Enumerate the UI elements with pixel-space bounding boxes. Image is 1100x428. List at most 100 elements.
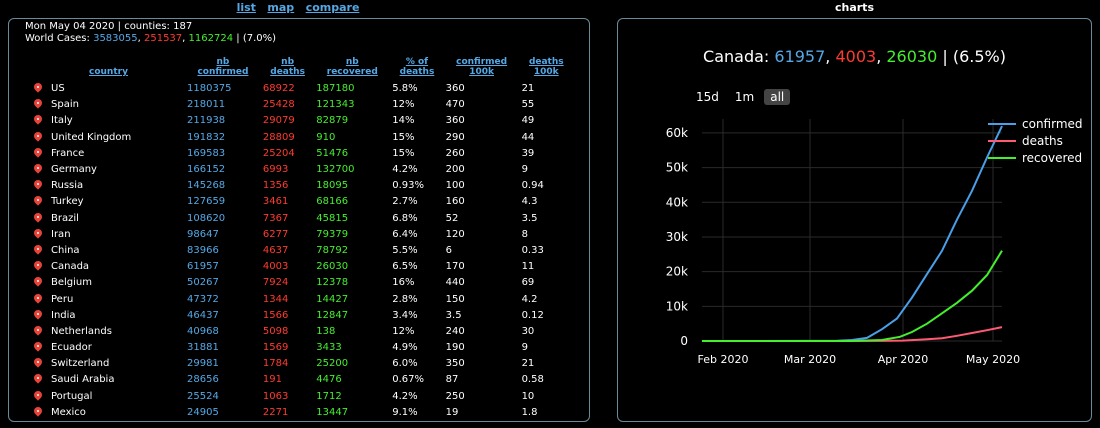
confirmed-100k-column-header[interactable]: confirmed 100k xyxy=(456,57,508,77)
table-row[interactable]: Portugal 25524 1063 1712 4.2% 250 10 xyxy=(27,389,573,405)
recovered-value: 1712 xyxy=(316,390,342,402)
table-header-row: country nb confirmed nb deaths nb recovered… xyxy=(27,57,573,81)
table-row[interactable]: Brazil 108620 7367 45815 6.8% 52 3.5 xyxy=(27,211,573,227)
confirmed-value: 40968 xyxy=(187,325,219,337)
map-pin-icon[interactable] xyxy=(34,294,42,304)
map-pin-icon[interactable] xyxy=(34,374,42,384)
map-pin-icon[interactable] xyxy=(34,245,42,255)
pin-cell xyxy=(27,113,49,129)
deaths-value: 1063 xyxy=(262,390,289,402)
map-pin-icon[interactable] xyxy=(34,407,42,417)
series-line-recovered xyxy=(702,250,1003,342)
table-row[interactable]: Canada 61957 4003 26030 6.5% 170 11 xyxy=(27,259,573,275)
deaths-per-100k: 55 xyxy=(521,99,535,111)
country-column-header[interactable]: country xyxy=(89,67,128,77)
map-pin-icon[interactable] xyxy=(34,261,42,271)
table-row[interactable]: Germany 166152 6993 132700 4.2% 200 9 xyxy=(27,162,573,178)
confirmed-value: 50267 xyxy=(187,277,219,289)
map-pin-icon[interactable] xyxy=(34,115,42,125)
pin-cell xyxy=(27,243,49,259)
recovered-value: 79379 xyxy=(316,228,349,240)
confirmed-value: 61957 xyxy=(187,261,219,273)
table-row[interactable]: France 169583 25204 51476 15% 260 39 xyxy=(27,146,573,162)
death-pct-value: 6.4% xyxy=(392,228,418,240)
map-pin-icon[interactable] xyxy=(34,342,42,352)
deaths-per-100k: 8 xyxy=(521,228,528,240)
table-row[interactable]: Spain 218011 25428 121343 12% 470 55 xyxy=(27,97,573,113)
map-pin-icon[interactable] xyxy=(34,358,42,368)
recovered-column-header[interactable]: nb recovered xyxy=(326,57,378,77)
table-row[interactable]: Peru 47372 1344 14427 2.8% 150 4.2 xyxy=(27,291,573,307)
map-pin-icon[interactable] xyxy=(34,277,42,287)
map-pin-icon[interactable] xyxy=(34,180,42,190)
confirmed-value: 169583 xyxy=(187,147,226,159)
deaths-value: 1566 xyxy=(262,309,289,321)
table-row[interactable]: China 83966 4637 78792 5.5% 6 0.33 xyxy=(27,243,573,259)
map-pin-icon[interactable] xyxy=(34,99,42,109)
range-button-all[interactable]: all xyxy=(764,89,791,105)
deaths-value: 4637 xyxy=(262,244,289,256)
table-row[interactable]: Belgium 50267 7924 12378 16% 440 69 xyxy=(27,275,573,291)
pin-cell xyxy=(27,211,49,227)
map-pin-icon[interactable] xyxy=(34,196,42,206)
death-pct-value: 6.8% xyxy=(392,212,418,224)
table-row[interactable]: Italy 211938 29079 82879 14% 360 49 xyxy=(27,113,573,129)
map-pin-icon[interactable] xyxy=(34,310,42,320)
deaths-value: 68922 xyxy=(262,83,295,95)
y-tick-label: 50k xyxy=(666,161,688,175)
legend-item-recovered[interactable]: recovered xyxy=(988,149,1083,166)
map-pin-icon[interactable] xyxy=(34,164,42,174)
legend-item-confirmed[interactable]: confirmed xyxy=(988,115,1083,132)
range-button-1m[interactable]: 1m xyxy=(734,90,755,104)
pct-deaths-column-header[interactable]: % of deaths xyxy=(399,57,435,77)
table-row[interactable]: India 46437 1566 12847 3.4% 3.5 0.12 xyxy=(27,308,573,324)
world-summary: Mon May 04 2020 | counties: 187 World Ca… xyxy=(25,21,276,45)
range-button-15d[interactable]: 15d xyxy=(696,90,719,104)
table-row[interactable]: Saudi Arabia 28656 191 4476 0.67% 87 0.58 xyxy=(27,372,573,388)
table-row[interactable]: Ecuador 31881 1569 3433 4.9% 190 9 xyxy=(27,340,573,356)
map-pin-icon[interactable] xyxy=(34,213,42,223)
table-row[interactable]: Switzerland 29981 1784 25200 6.0% 350 21 xyxy=(27,356,573,372)
deaths-value: 1344 xyxy=(262,293,289,305)
deaths-per-100k: 30 xyxy=(521,325,535,337)
map-pin-icon[interactable] xyxy=(34,326,42,336)
map-pin-icon[interactable] xyxy=(34,132,42,142)
deaths-per-100k: 49 xyxy=(521,115,535,127)
confirmed-column-header[interactable]: nb confirmed xyxy=(197,57,249,77)
table-row[interactable]: Iran 98647 6277 79379 6.4% 120 8 xyxy=(27,227,573,243)
confirmed-value: 108620 xyxy=(187,212,226,224)
table-row[interactable]: Netherlands 40968 5098 138 12% 240 30 xyxy=(27,324,573,340)
confirmed-per-100k: 260 xyxy=(445,147,465,159)
table-row[interactable]: Mexico 24905 2271 13447 9.1% 19 1.8 xyxy=(27,405,573,421)
legend-item-deaths[interactable]: deaths xyxy=(988,132,1083,149)
deaths-column-header[interactable]: nb deaths xyxy=(270,57,305,77)
deaths-per-100k: 9 xyxy=(521,164,528,176)
deaths-100k-column-header[interactable]: deaths 100k xyxy=(528,57,564,77)
country-name: Ecuador xyxy=(51,342,92,354)
nav-map-link[interactable]: map xyxy=(267,1,295,14)
chart-confirmed-value: 61957 xyxy=(774,47,826,66)
deaths-per-100k: 21 xyxy=(521,83,535,95)
pin-cell xyxy=(27,372,49,388)
map-pin-icon[interactable] xyxy=(34,148,42,158)
table-row[interactable]: United Kingdom 191832 28809 910 15% 290 44 xyxy=(27,130,573,146)
map-pin-icon[interactable] xyxy=(34,83,42,93)
pin-cell xyxy=(27,259,49,275)
table-row[interactable]: Russia 145268 1356 18095 0.93% 100 0.94 xyxy=(27,178,573,194)
map-pin-icon[interactable] xyxy=(34,391,42,401)
table-row[interactable]: US 1180375 68922 187180 5.8% 360 21 xyxy=(27,81,573,97)
country-name: Italy xyxy=(51,115,73,127)
deaths-value: 25428 xyxy=(262,99,295,111)
death-pct-value: 3.4% xyxy=(392,309,418,321)
map-pin-icon[interactable] xyxy=(34,229,42,239)
country-rows: US 1180375 68922 187180 5.8% 360 21 Spain 218011… xyxy=(27,81,573,421)
nav-compare-link[interactable]: compare xyxy=(305,1,360,14)
confirmed-per-100k: 52 xyxy=(445,212,459,224)
country-name: Iran xyxy=(51,228,71,240)
table-row[interactable]: Turkey 127659 3461 68166 2.7% 160 4.3 xyxy=(27,194,573,210)
nav-list-link[interactable]: list xyxy=(236,1,256,14)
death-pct-value: 9.1% xyxy=(392,406,418,418)
recovered-value: 25200 xyxy=(316,358,349,370)
confirmed-per-100k: 150 xyxy=(445,293,465,305)
recovered-value: 910 xyxy=(316,131,336,143)
